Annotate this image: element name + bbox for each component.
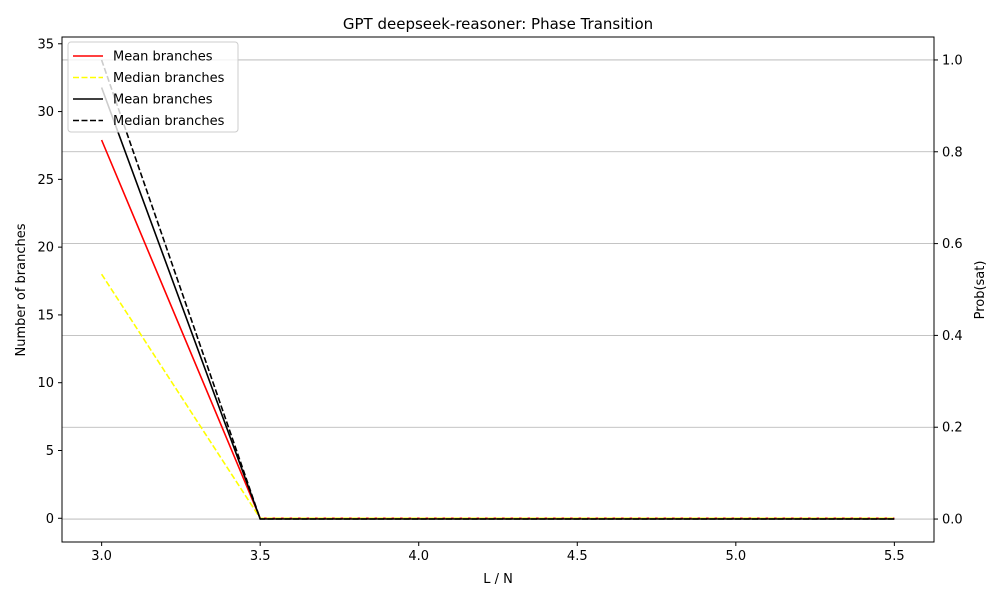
series-line-3 <box>100 87 895 520</box>
series-line-2 <box>100 273 895 520</box>
chart-title: GPT deepseek-reasoner: Phase Transition <box>343 15 653 33</box>
legend-label: Mean branches <box>113 93 213 108</box>
x-tick-label: 4.5 <box>567 549 588 564</box>
legend-label: Mean branches <box>113 50 213 65</box>
y-right-tick-label: 0.0 <box>942 513 963 528</box>
legend-box <box>67 41 239 133</box>
y-right-tick-label: 1.0 <box>942 53 963 68</box>
y-axis-left: 0 5 10 15 20 25 30 35 <box>37 37 62 527</box>
y-left-tick-label: 35 <box>37 37 54 52</box>
y-left-tick-label: 25 <box>37 173 54 188</box>
y-left-tick-label: 10 <box>37 376 54 391</box>
y-right-tick-label: 0.8 <box>942 145 963 160</box>
y-right-tick-label: 0.4 <box>942 329 963 344</box>
legend-label: Median branches <box>113 71 225 86</box>
y-axis-right-label: Prob(sat) <box>973 261 988 320</box>
x-tick-label: 5.0 <box>725 549 746 564</box>
x-axis: 3.0 3.5 4.0 4.5 5.0 5.5 <box>91 542 905 564</box>
x-tick-label: 5.5 <box>884 549 905 564</box>
y-axis-left-label: Number of branches <box>14 223 29 356</box>
y-left-tick-label: 30 <box>37 105 54 120</box>
series-lines <box>100 59 895 520</box>
x-tick-label: 3.0 <box>91 549 112 564</box>
legend: Mean branches Median branches Mean branche… <box>67 41 239 133</box>
x-axis-label: L / N <box>483 572 513 587</box>
y-axis-right: 0.0 0.2 0.4 0.6 0.8 1.0 <box>934 53 963 528</box>
x-tick-label: 3.5 <box>250 549 271 564</box>
y-left-tick-label: 20 <box>37 241 54 256</box>
legend-label: Median branches <box>113 114 225 129</box>
y-right-tick-label: 0.6 <box>942 237 963 252</box>
series-line-1 <box>100 139 895 520</box>
y-left-tick-label: 0 <box>46 512 54 527</box>
plot-frame <box>61 36 935 543</box>
series-line-4 <box>100 59 895 520</box>
y-right-tick-label: 0.2 <box>942 421 963 436</box>
x-tick-label: 4.0 <box>408 549 429 564</box>
y-left-tick-label: 5 <box>46 444 54 459</box>
y-left-tick-label: 15 <box>37 308 54 323</box>
